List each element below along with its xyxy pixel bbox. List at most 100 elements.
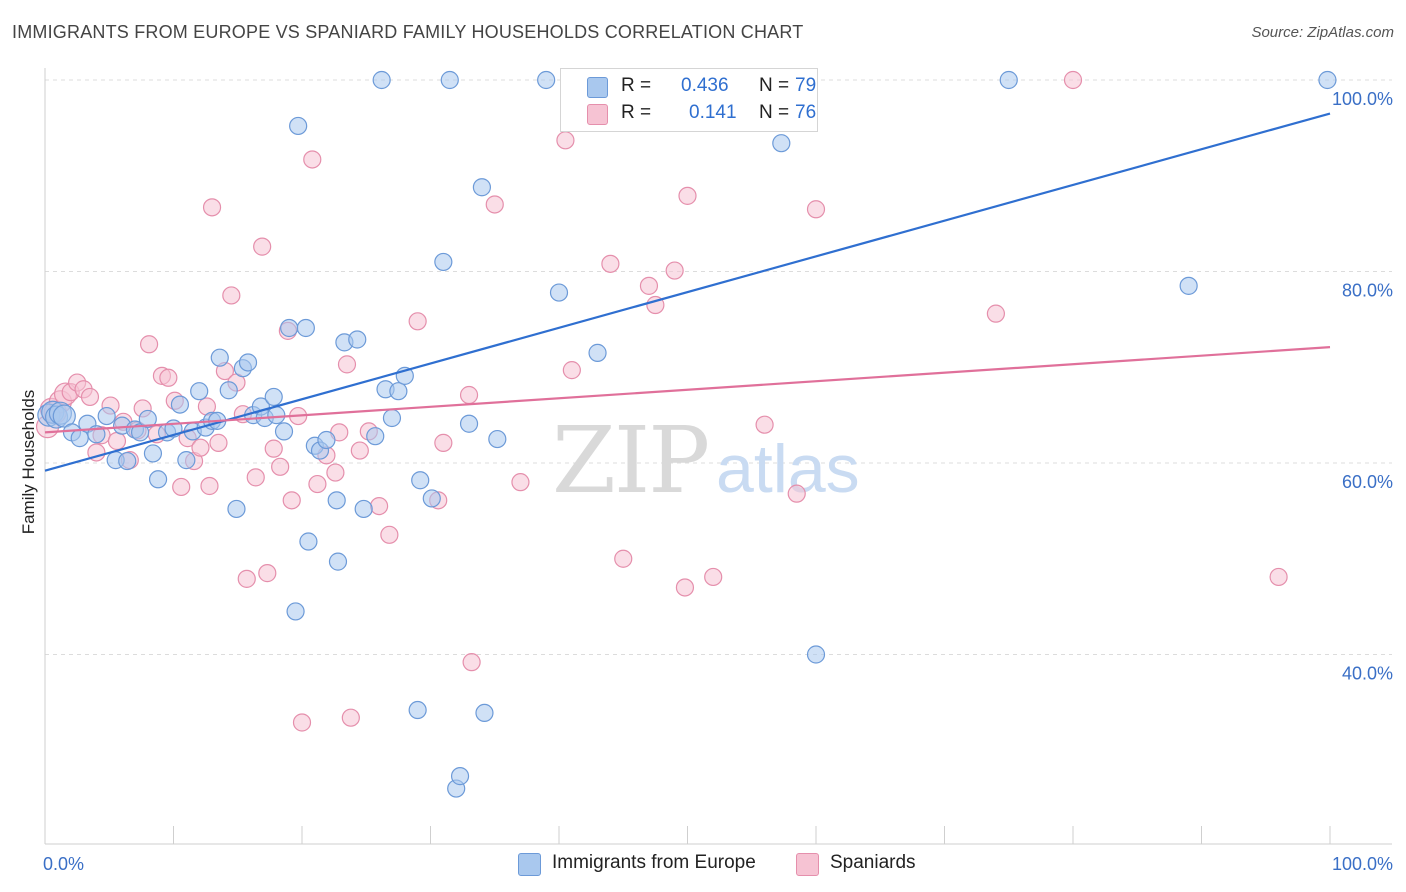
immigrants-point (52, 404, 76, 428)
spaniards-point (202, 198, 222, 217)
legend-n-label-blue: N = (759, 75, 790, 96)
y-tick-label-60: 60.0% (1342, 472, 1393, 492)
immigrants-point (999, 70, 1018, 90)
immigrants-point (806, 645, 826, 664)
tick-labels: 40.0% 60.0% 80.0% 100.0% 0.0% 100.0% (43, 89, 1393, 874)
immigrants-point (772, 134, 791, 153)
bottom-legend-label-spaniards: Spaniards (830, 852, 916, 873)
spaniards-point (172, 477, 191, 497)
trend-line-spaniards (44, 346, 1331, 434)
spaniards-point (326, 463, 345, 482)
spaniards-point (370, 496, 389, 516)
x-tick-label-right: 100.0% (1332, 854, 1393, 874)
immigrants-point (475, 703, 494, 723)
immigrants-point (227, 499, 246, 519)
immigrants-point (97, 406, 116, 426)
spaniards-point (1063, 70, 1083, 90)
spaniards-point (139, 335, 159, 354)
immigrants-point (130, 423, 150, 442)
spaniards-point (678, 186, 697, 205)
immigrants-point (289, 116, 308, 136)
spaniards-point (601, 254, 620, 273)
immigrants-point (472, 178, 491, 197)
y-axis-label: Family Households (19, 390, 38, 535)
immigrants-point (267, 406, 286, 425)
y-tick-label-80: 80.0% (1342, 281, 1393, 301)
immigrants-point (440, 70, 459, 90)
legend-swatch-blue (587, 77, 608, 98)
immigrants-point (280, 318, 299, 338)
source-credit: Source: ZipAtlas.com (1251, 24, 1394, 41)
spaniards-point (341, 708, 360, 727)
immigrants-point (411, 471, 430, 490)
immigrants-point (143, 444, 163, 463)
immigrants-point (327, 491, 346, 510)
trend-line-immigrants (44, 112, 1331, 472)
immigrants-point (450, 767, 470, 786)
spaniards-point (246, 468, 265, 487)
spaniards-point (986, 304, 1006, 323)
spaniards-point (222, 286, 241, 305)
legend-swatch-pink (587, 104, 608, 125)
immigrants-point (434, 252, 453, 272)
spaniards-point (264, 439, 283, 458)
watermark-atlas: atlas (716, 431, 860, 507)
immigrants-point (264, 387, 283, 407)
immigrants-point (118, 451, 137, 471)
spaniards-point (209, 433, 228, 452)
legend-n-label-pink: N = (759, 102, 790, 123)
immigrants-point (190, 382, 209, 401)
immigrants-point (422, 489, 441, 508)
spaniards-point (755, 415, 774, 434)
immigrants-point (317, 430, 336, 450)
immigrants-point (170, 395, 190, 414)
spaniards-point (1269, 567, 1288, 587)
immigrants-points (37, 70, 1337, 798)
spaniards-point (350, 441, 369, 460)
legend-r-label-pink: R = (621, 102, 652, 123)
x-tick-label-left: 0.0% (43, 854, 84, 874)
spaniards-point (308, 474, 327, 494)
immigrants-point (408, 700, 427, 720)
spaniards-point (806, 200, 826, 219)
spaniards-point (665, 261, 684, 280)
watermark: ZIP atlas (552, 407, 860, 514)
bottom-legend-label-immigrants: Immigrants from Europe (552, 852, 756, 873)
immigrants-point (219, 381, 238, 400)
immigrants-point (366, 427, 385, 446)
spaniards-point (80, 387, 100, 407)
y-tick-label-40: 40.0% (1342, 664, 1393, 684)
immigrants-point (299, 532, 318, 551)
spaniards-point (303, 150, 322, 169)
immigrants-point (1318, 70, 1337, 90)
immigrants-point (296, 318, 315, 338)
immigrants-point (328, 552, 348, 571)
immigrants-point (148, 470, 168, 489)
trend-lines (44, 112, 1331, 472)
immigrants-point (382, 408, 402, 428)
immigrants-point (389, 382, 408, 401)
watermark-zip: ZIP (552, 407, 708, 514)
spaniards-point (380, 525, 399, 544)
immigrants-point (286, 602, 305, 621)
immigrants-point (372, 70, 391, 90)
spaniards-point (614, 549, 633, 568)
immigrants-point (138, 409, 157, 429)
spaniards-point (292, 713, 312, 732)
spaniards-point (191, 438, 210, 457)
spaniards-point (337, 355, 357, 374)
spaniards-point (459, 385, 479, 405)
spaniards-point (675, 578, 695, 597)
immigrants-point (588, 343, 607, 362)
spaniards-point (159, 368, 178, 387)
spaniards-point (253, 237, 272, 256)
spaniards-points (35, 70, 1288, 732)
spaniards-point (562, 361, 581, 380)
immigrants-point (274, 422, 294, 441)
immigrants-point (348, 330, 367, 349)
immigrants-point (459, 414, 479, 433)
spaniards-point (556, 131, 575, 150)
spaniards-point (408, 312, 427, 331)
immigrants-point (549, 283, 569, 302)
